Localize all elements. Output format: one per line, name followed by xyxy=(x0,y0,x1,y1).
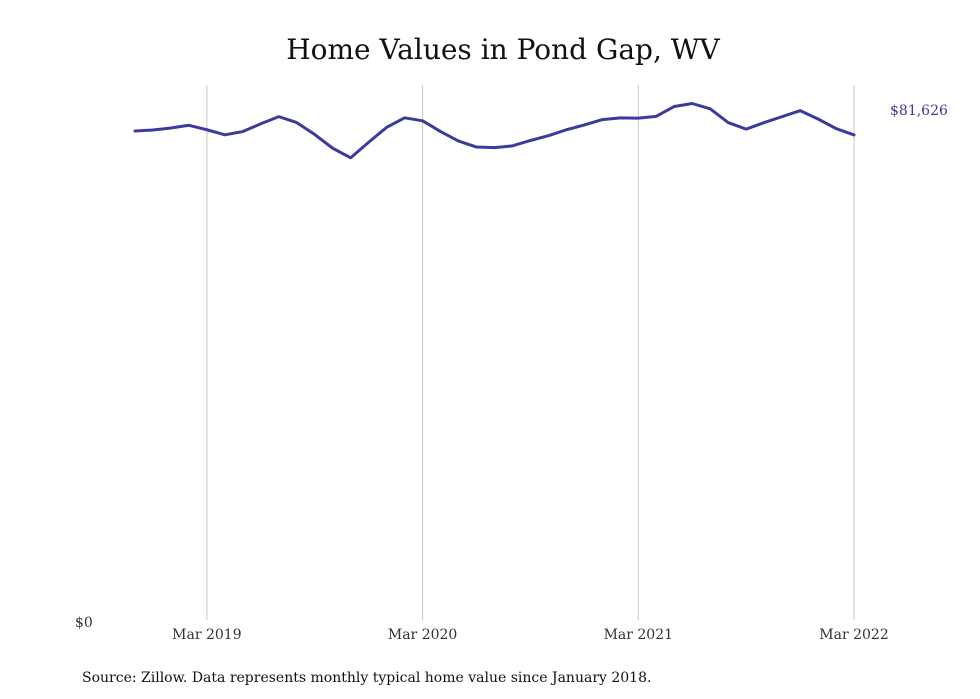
x-tick-label: Mar 2020 xyxy=(388,627,457,643)
y-tick-label: $0 xyxy=(75,615,93,631)
x-tick-label: Mar 2022 xyxy=(819,627,888,643)
grid-lines xyxy=(206,85,855,620)
x-tick-label: Mar 2021 xyxy=(604,627,673,643)
x-tick-label: Mar 2019 xyxy=(172,627,241,643)
end-value-label: $81,626 xyxy=(890,103,948,119)
source-note: Source: Zillow. Data represents monthly … xyxy=(82,670,651,686)
x-axis-ticks: Mar 2019 Mar 2020 Mar 2021 Mar 2022 xyxy=(172,627,889,643)
y-axis-ticks: $0 xyxy=(75,615,93,631)
series-line-1 xyxy=(133,102,856,160)
series-layer xyxy=(133,102,856,160)
chart-title: Home Values in Pond Gap, WV xyxy=(286,33,720,66)
